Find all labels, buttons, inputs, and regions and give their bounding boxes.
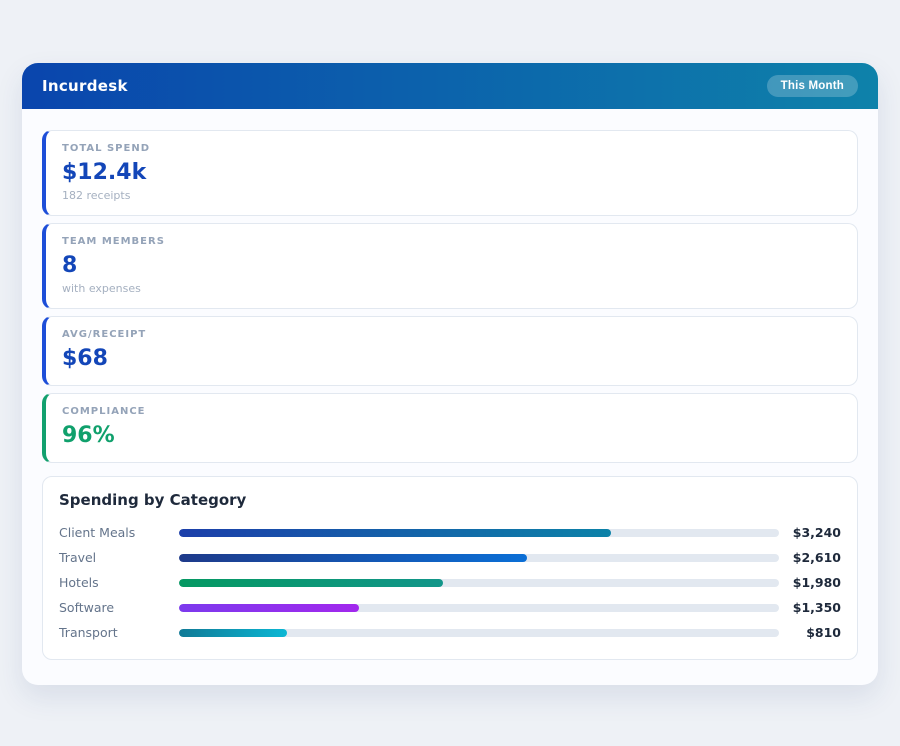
stat-card: TOTAL SPEND $12.4k 182 receipts [42, 130, 858, 216]
app-header: Incurdesk This Month [22, 63, 878, 109]
stat-value: 8 [62, 253, 78, 278]
app-title: Incurdesk [42, 77, 128, 95]
spending-chart-card: Spending by Category Client Meals $3,240… [42, 476, 858, 660]
chart-bar-track [179, 578, 779, 587]
stat-subtitle: 182 receipts [62, 189, 131, 202]
stat-card: COMPLIANCE 96% [42, 393, 858, 463]
stat-value: $12.4k [62, 160, 147, 185]
chart-rows: Client Meals $3,240 Travel $2,610 Hotels… [59, 520, 841, 645]
chart-bar-track [179, 528, 779, 537]
chart-row: Travel $2,610 [59, 545, 841, 570]
chart-row: Hotels $1,980 [59, 570, 841, 595]
stat-label: AVG/RECEIPT [62, 329, 147, 340]
chart-row-label: Client Meals [59, 525, 136, 540]
chart-row: Software $1,350 [59, 595, 841, 620]
chart-bar-fill [179, 578, 443, 587]
stat-value: $68 [62, 346, 108, 371]
chart-row-value: $1,980 [792, 575, 841, 590]
chart-title: Spending by Category [59, 491, 247, 509]
chart-row-value: $2,610 [792, 550, 841, 565]
stat-label: TOTAL SPEND [62, 143, 150, 154]
stat-card: TEAM MEMBERS 8 with expenses [42, 223, 858, 309]
chart-bar-track [179, 628, 779, 637]
panel-content: TOTAL SPEND $12.4k 182 receipts TEAM MEM… [22, 109, 878, 660]
chart-row-label: Software [59, 600, 115, 615]
chart-row-value: $3,240 [792, 525, 841, 540]
period-badge[interactable]: This Month [766, 75, 858, 97]
chart-bar-track [179, 603, 779, 612]
chart-row: Client Meals $3,240 [59, 520, 841, 545]
stat-subtitle: with expenses [62, 282, 141, 295]
chart-row-value: $810 [806, 625, 841, 640]
chart-row-label: Hotels [59, 575, 99, 590]
stat-label: COMPLIANCE [62, 406, 146, 417]
chart-row-value: $1,350 [792, 600, 841, 615]
stat-value: 96% [62, 423, 115, 448]
chart-bar-fill [179, 628, 287, 637]
chart-bar-track [179, 553, 779, 562]
dashboard-panel: Incurdesk This Month TOTAL SPEND $12.4k … [22, 63, 878, 685]
chart-row-label: Transport [59, 625, 118, 640]
chart-bar-fill [179, 553, 527, 562]
chart-row: Transport $810 [59, 620, 841, 645]
chart-row-label: Travel [59, 550, 97, 565]
stat-card: AVG/RECEIPT $68 [42, 316, 858, 386]
chart-bar-fill [179, 528, 611, 537]
stat-label: TEAM MEMBERS [62, 236, 165, 247]
chart-bar-fill [179, 603, 359, 612]
stats-list: TOTAL SPEND $12.4k 182 receipts TEAM MEM… [42, 130, 858, 463]
